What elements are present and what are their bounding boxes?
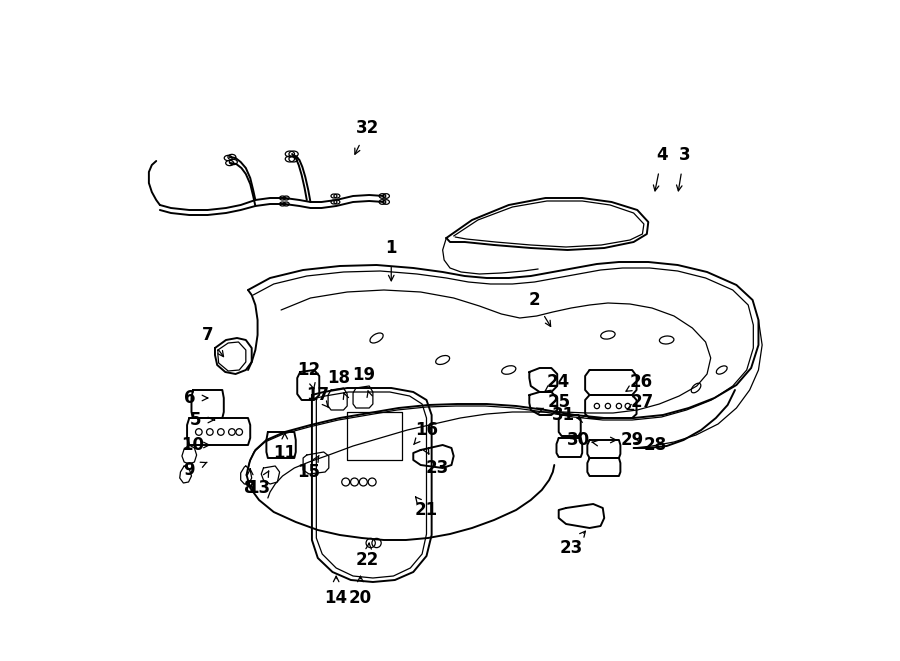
Text: 25: 25: [547, 393, 571, 411]
Text: 1: 1: [385, 239, 397, 257]
Text: 30: 30: [567, 431, 590, 449]
Text: 31: 31: [553, 406, 575, 424]
Text: 18: 18: [327, 369, 350, 387]
Text: 17: 17: [306, 386, 329, 404]
Text: 27: 27: [631, 393, 654, 411]
Text: 2: 2: [528, 291, 540, 309]
Text: 32: 32: [356, 119, 380, 137]
Text: 14: 14: [325, 589, 347, 607]
Text: 22: 22: [356, 551, 380, 569]
Text: 26: 26: [629, 373, 652, 391]
Text: 23: 23: [560, 539, 583, 557]
Text: 12: 12: [297, 361, 320, 379]
Text: 15: 15: [298, 463, 320, 481]
Text: 16: 16: [415, 421, 438, 439]
Text: 7: 7: [202, 326, 213, 344]
Text: 5: 5: [189, 411, 201, 429]
Text: 13: 13: [248, 479, 271, 497]
Text: 19: 19: [352, 366, 375, 384]
Text: 9: 9: [184, 461, 195, 479]
Text: 29: 29: [620, 431, 643, 449]
Text: 10: 10: [182, 436, 204, 454]
Text: 3: 3: [679, 146, 690, 164]
Text: 6: 6: [184, 389, 196, 407]
Text: 28: 28: [644, 436, 667, 454]
Text: 11: 11: [274, 444, 296, 462]
Text: 24: 24: [546, 373, 570, 391]
Text: 8: 8: [245, 479, 256, 497]
Text: 20: 20: [349, 589, 372, 607]
Text: 23: 23: [425, 459, 448, 477]
Text: 4: 4: [656, 146, 668, 164]
Text: 21: 21: [415, 501, 438, 519]
